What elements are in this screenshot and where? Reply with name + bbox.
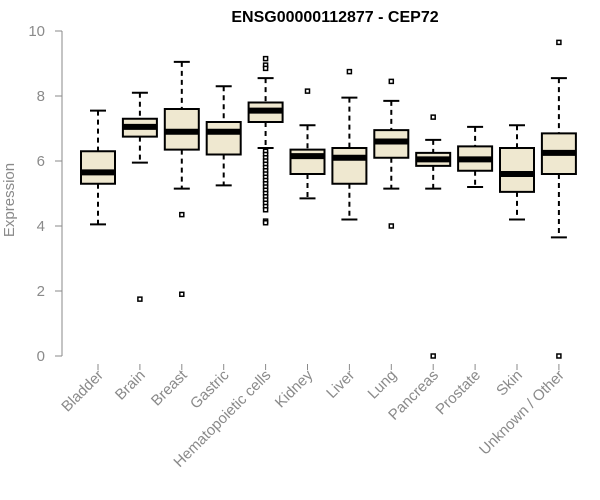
outlier-point <box>556 39 562 46</box>
x-tick-label: Prostate <box>432 367 484 419</box>
x-tick-label: Lung <box>365 367 401 403</box>
outlier-point <box>262 220 269 226</box>
box-9 <box>457 125 494 188</box>
y-ticks: 0 2 4 6 8 10 <box>28 23 62 365</box>
y-tick-label: 10 <box>28 23 45 40</box>
box-4 <box>247 55 284 226</box>
outlier-point <box>262 55 269 62</box>
y-tick-label: 6 <box>37 153 45 170</box>
box-6 <box>331 68 368 221</box>
x-tick-label: Bladder <box>58 367 107 416</box>
y-tick-label: 2 <box>37 283 45 300</box>
x-tick-label: Skin <box>493 367 526 400</box>
outlier-point <box>346 68 353 75</box>
box-iqr <box>205 121 242 156</box>
x-tick-label: Kidney <box>272 366 317 411</box>
box-5 <box>289 88 326 200</box>
y-tick-label: 4 <box>37 218 45 235</box>
x-tick-label: Breast <box>148 366 191 409</box>
outlier-point <box>262 65 269 72</box>
box-iqr <box>331 147 368 185</box>
outlier-point <box>304 88 311 94</box>
outlier-point <box>179 211 185 218</box>
x-tick-label: Liver <box>323 367 358 402</box>
outlier-point <box>430 353 436 359</box>
outlier-point <box>179 291 185 297</box>
outlier-point <box>388 223 395 229</box>
chart-title: ENSG00000112877 - CEP72 <box>231 9 438 26</box>
boxes-group <box>80 39 577 359</box>
x-tick-label: Brain <box>112 367 149 404</box>
box-7 <box>373 78 410 229</box>
box-10 <box>499 124 535 221</box>
box-3 <box>205 85 242 187</box>
y-tick-label: 0 <box>37 348 45 365</box>
box-8 <box>415 114 452 359</box>
outlier-point <box>388 78 395 85</box>
box-1 <box>121 91 158 302</box>
y-tick-label: 8 <box>37 88 45 105</box>
outlier-point <box>137 296 143 302</box>
outlier-point <box>430 114 436 120</box>
outlier-point <box>556 353 562 359</box>
box-0 <box>80 109 116 226</box>
box-2 <box>163 60 200 297</box>
box-iqr <box>80 150 116 185</box>
y-axis-label: Expression <box>1 163 18 237</box>
outlier-point <box>262 207 269 213</box>
box-iqr <box>499 147 535 193</box>
box-11 <box>540 39 577 359</box>
